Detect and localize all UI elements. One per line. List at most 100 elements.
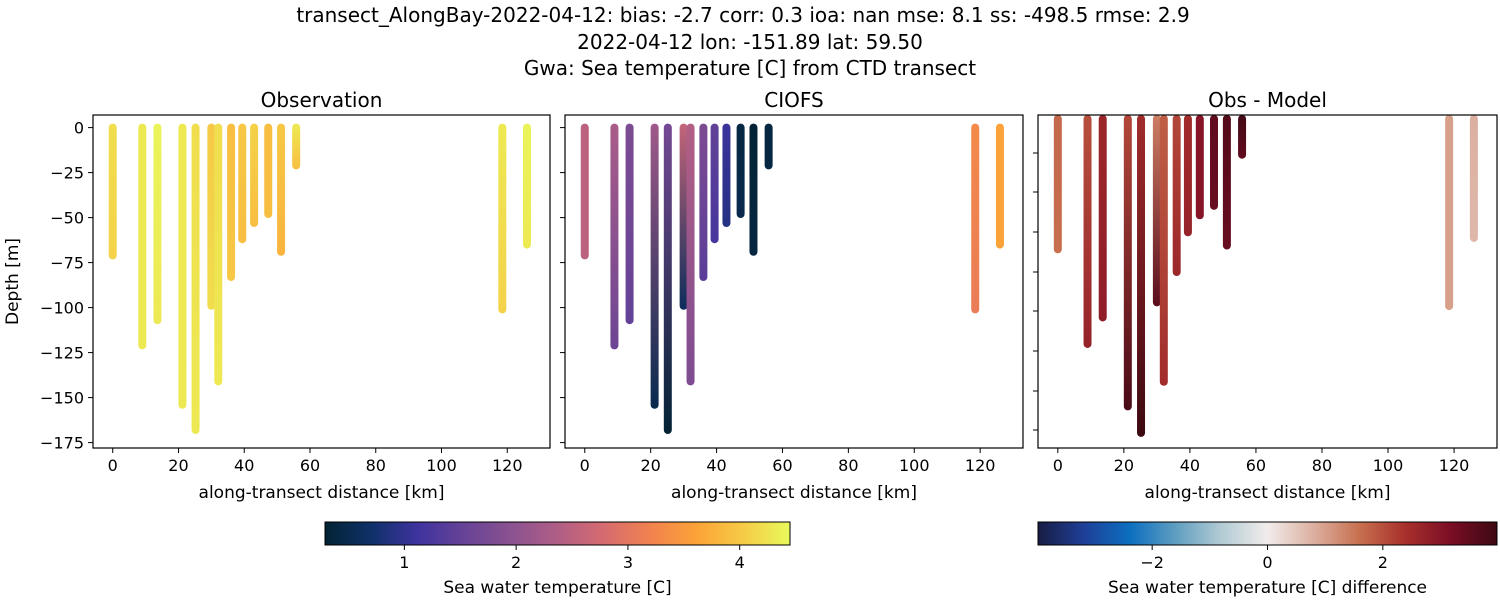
cast-profile bbox=[580, 123, 589, 260]
y-tick-label: −175 bbox=[40, 434, 84, 453]
x-tick-label: 20 bbox=[1114, 456, 1134, 475]
cast-profile bbox=[971, 123, 980, 314]
cast-profile bbox=[722, 123, 731, 227]
x-axis-label: along-transect distance [km] bbox=[199, 483, 445, 503]
cast-profile bbox=[1445, 115, 1454, 311]
x-axis-label: along-transect distance [km] bbox=[1145, 483, 1391, 503]
x-tick-label: 80 bbox=[1312, 456, 1332, 475]
panel-observation: 0 20 40 60 80 100 120 along-transect distance [… bbox=[3, 88, 551, 503]
cast-profile bbox=[264, 123, 273, 218]
colorbar-gradient bbox=[324, 521, 791, 546]
cast-profile bbox=[1053, 115, 1062, 254]
cast-profile bbox=[108, 123, 117, 260]
colorbar-tick-label: 2 bbox=[511, 553, 521, 572]
x-tick-label: 120 bbox=[1439, 456, 1470, 475]
cast-profile bbox=[153, 123, 162, 325]
cast-profile bbox=[214, 123, 223, 386]
colorbar-thermal: 1 2 3 4 Sea water temperature [C] bbox=[324, 521, 791, 598]
cast-profile bbox=[1183, 115, 1192, 237]
panel-title: CIOFS bbox=[764, 88, 823, 112]
cast-profile bbox=[207, 123, 216, 310]
cast-profile bbox=[663, 123, 672, 434]
figure-title: transect_AlongBay-2022-04-12: bias: -2.7… bbox=[296, 3, 1189, 80]
cast-profile bbox=[610, 123, 619, 350]
panel-ciofs: 0 20 40 60 80 100 120 along-transect distance [… bbox=[560, 88, 1024, 503]
x-tick-label: 60 bbox=[300, 456, 320, 475]
cast-profile bbox=[1210, 115, 1219, 210]
x-tick-label: 0 bbox=[1053, 456, 1063, 475]
colorbar-balance: −2 0 2 Sea water temperature [C] difference bbox=[1037, 521, 1498, 598]
colorbar-tick-label: 3 bbox=[623, 553, 633, 572]
cast-profile bbox=[191, 123, 200, 434]
cast-profile bbox=[178, 123, 187, 409]
cast-profile bbox=[522, 123, 531, 249]
colorbar-label: Sea water temperature [C] difference bbox=[1108, 578, 1427, 598]
cast-profile bbox=[277, 123, 286, 256]
x-tick-label: 100 bbox=[899, 456, 930, 475]
x-tick-label: 20 bbox=[640, 456, 660, 475]
cast-profile bbox=[650, 123, 659, 409]
y-tick-label: −125 bbox=[40, 344, 84, 363]
cast-profile bbox=[1222, 115, 1231, 250]
x-tick-label: 120 bbox=[965, 456, 996, 475]
cast-profile bbox=[1098, 115, 1107, 322]
colorbar-tick-label: 4 bbox=[735, 553, 745, 572]
x-tick-label: 60 bbox=[1246, 456, 1266, 475]
y-axis-label: Depth [m] bbox=[3, 238, 23, 325]
axes-frame bbox=[564, 114, 1024, 449]
x-tick-label: 100 bbox=[426, 456, 457, 475]
cast-profile bbox=[1137, 115, 1146, 437]
panel-title: Obs - Model bbox=[1208, 88, 1327, 112]
x-tick-label: 80 bbox=[838, 456, 858, 475]
cast-profile bbox=[625, 123, 634, 325]
cast-profile bbox=[1195, 115, 1204, 220]
x-tick-label: 80 bbox=[366, 456, 386, 475]
cast-profile bbox=[995, 123, 1004, 249]
y-tick-label: −150 bbox=[40, 389, 84, 408]
cast-profile bbox=[679, 123, 688, 310]
cast-profile bbox=[227, 123, 236, 281]
x-axis-label: along-transect distance [km] bbox=[671, 483, 917, 503]
cast-profile bbox=[138, 123, 147, 350]
y-tick-label: −50 bbox=[50, 209, 84, 228]
cast-profile bbox=[1469, 115, 1478, 242]
x-tick-label: 20 bbox=[168, 456, 188, 475]
x-tick-label: 60 bbox=[772, 456, 792, 475]
cast-profile bbox=[736, 123, 745, 218]
x-tick-label: 40 bbox=[1180, 456, 1200, 475]
x-tick-label: 0 bbox=[108, 456, 118, 475]
colorbar-tick-label: 2 bbox=[1378, 553, 1388, 572]
x-tick-label: 0 bbox=[580, 456, 590, 475]
cast-profile bbox=[1159, 115, 1168, 386]
cast-profile bbox=[1152, 115, 1161, 307]
colorbar-label: Sea water temperature [C] bbox=[443, 578, 671, 598]
cast-profile bbox=[238, 123, 247, 244]
cast-profile bbox=[292, 123, 301, 170]
x-tick-label: 40 bbox=[234, 456, 254, 475]
axes-frame bbox=[1037, 114, 1498, 449]
x-tick-label: 100 bbox=[1373, 456, 1404, 475]
colorbar-tick-label: 1 bbox=[399, 553, 409, 572]
cast-profile bbox=[686, 123, 695, 386]
y-tick-label: −25 bbox=[50, 164, 84, 183]
cast-profile bbox=[1172, 115, 1181, 277]
panel-obs-model: 0 20 40 60 80 100 120 along-transect distance [… bbox=[1033, 88, 1498, 503]
colorbar-tick-label: −2 bbox=[1140, 553, 1164, 572]
title-line-3: Gwa: Sea temperature [C] from CTD transe… bbox=[524, 56, 976, 80]
title-line-2: 2022-04-12 lon: -151.89 lat: 59.50 bbox=[577, 30, 923, 54]
axes-frame bbox=[92, 114, 551, 449]
x-tick-label: 40 bbox=[706, 456, 726, 475]
title-line-1: transect_AlongBay-2022-04-12: bias: -2.7… bbox=[296, 3, 1189, 27]
cast-profile bbox=[1083, 115, 1092, 348]
y-tick-label: 0 bbox=[74, 119, 84, 138]
cast-profile bbox=[764, 123, 773, 170]
y-tick-label: −100 bbox=[40, 299, 84, 318]
cast-profile bbox=[250, 123, 259, 227]
cast-profile bbox=[749, 123, 758, 256]
cast-profile bbox=[1123, 115, 1132, 411]
colorbar-tick-label: 0 bbox=[1262, 553, 1272, 572]
cast-profile bbox=[710, 123, 719, 244]
y-tick-label: −75 bbox=[50, 254, 84, 273]
panel-title: Observation bbox=[261, 88, 383, 112]
